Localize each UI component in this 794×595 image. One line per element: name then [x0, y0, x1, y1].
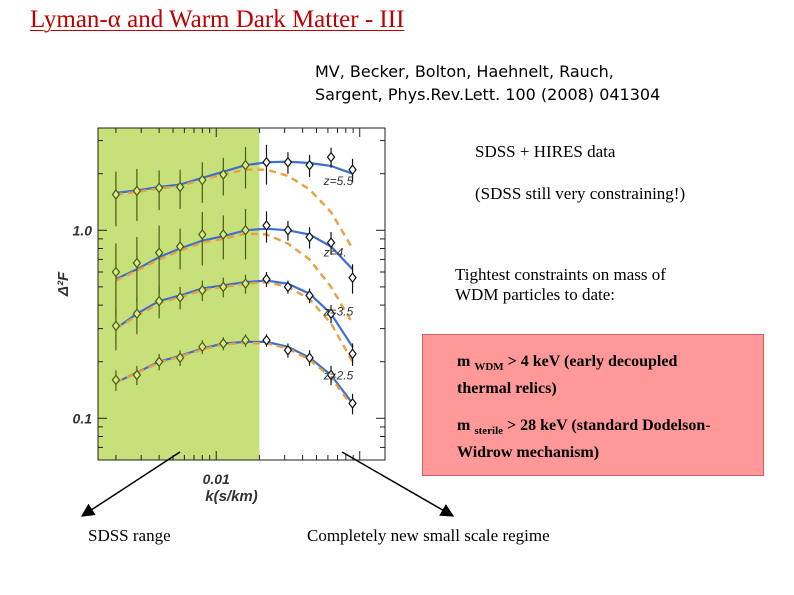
- data-point: [262, 334, 271, 346]
- redshift-label: z=5.5: [323, 174, 354, 188]
- data-point: [154, 247, 164, 259]
- citation-line-2: Sargent, Phys.Rev.Lett. 100 (2008) 04130…: [315, 85, 661, 104]
- plot-frame: [97, 127, 386, 461]
- data-point: [305, 231, 314, 243]
- data-point: [132, 185, 142, 197]
- data-point: [111, 266, 121, 278]
- data-point: [111, 320, 121, 332]
- data-point: [154, 356, 164, 368]
- data-point: [175, 352, 185, 364]
- citation: MV, Becker, Bolton, Haehnelt, Rauch, Sar…: [315, 60, 660, 106]
- constraints-box: m WDM > 4 keV (early decoupled thermal r…: [422, 334, 764, 476]
- data-point: [219, 281, 228, 293]
- data-point: [348, 397, 357, 409]
- data-point: [198, 284, 207, 296]
- data-point: [219, 228, 228, 240]
- redshift-label: z=2.5: [323, 369, 354, 383]
- y-tick-label: 0.1: [73, 410, 93, 426]
- data-point: [326, 369, 336, 381]
- tightest-line-1: Tightest constraints on mass of: [455, 265, 666, 284]
- sterile-constraint: m sterile > 28 keV (standard Dodelson- W…: [457, 417, 711, 462]
- data-point: [111, 189, 121, 200]
- wdm-constraint: m WDM > 4 keV (early decoupled thermal r…: [457, 353, 678, 398]
- slide-title: Lyman-α and Warm Dark Matter - III: [30, 6, 405, 33]
- wdm-line: [115, 341, 354, 408]
- data-point: [348, 348, 357, 360]
- data-point: [262, 273, 271, 285]
- redshift-label: z=4.: [323, 245, 347, 259]
- data-point: [326, 308, 336, 320]
- data-point: [219, 337, 228, 349]
- x-axis-label: k(s/km): [205, 488, 258, 505]
- new-regime-label: Completely new small scale regime: [307, 526, 550, 545]
- redshift-label: z=3.5: [323, 305, 354, 319]
- data-point: [175, 181, 185, 193]
- y-tick-label: 1.0: [73, 222, 93, 238]
- data-point: [283, 344, 293, 356]
- data-point: [283, 156, 293, 168]
- data-point: [326, 237, 336, 249]
- x-tick-label: 0.01: [203, 471, 230, 487]
- tightest-note: Tightest constraints on mass of WDM part…: [455, 265, 666, 305]
- new-regime-arrow: [341, 451, 455, 517]
- sdss-range-label: SDSS range: [88, 526, 171, 545]
- data-point: [175, 241, 185, 252]
- data-point: [111, 374, 121, 386]
- data-point: [132, 308, 142, 320]
- data-point: [305, 159, 314, 171]
- data-point: [241, 334, 250, 346]
- data-point: [132, 257, 142, 269]
- data-point: [348, 164, 357, 176]
- fit-line: [115, 279, 354, 348]
- data-point: [219, 169, 228, 180]
- y-axis-label: Δ²F: [55, 271, 72, 297]
- data-point: [154, 182, 164, 194]
- data-point: [198, 174, 207, 186]
- data-point: [283, 224, 293, 236]
- sdss-range-arrow: [80, 451, 181, 517]
- data-point: [305, 352, 314, 364]
- data-point: [198, 228, 207, 240]
- data-point: [154, 295, 164, 307]
- data-point: [283, 281, 293, 293]
- data-note: SDSS + HIRES data: [475, 142, 616, 161]
- data-point: [241, 159, 250, 171]
- data-point: [262, 156, 271, 168]
- citation-line-1: MV, Becker, Bolton, Haehnelt, Rauch,: [315, 62, 614, 81]
- constraining-note: (SDSS still very constraining!): [475, 184, 686, 203]
- data-point: [326, 151, 336, 163]
- data-point: [198, 341, 207, 353]
- tightest-line-2: WDM particles to date:: [455, 285, 616, 304]
- data-point: [241, 224, 250, 236]
- data-point: [241, 278, 250, 290]
- data-point: [348, 272, 357, 284]
- data-point: [132, 369, 142, 381]
- data-point: [262, 220, 271, 232]
- data-point: [305, 290, 314, 301]
- wdm-line: [115, 168, 354, 250]
- data-point: [175, 291, 185, 303]
